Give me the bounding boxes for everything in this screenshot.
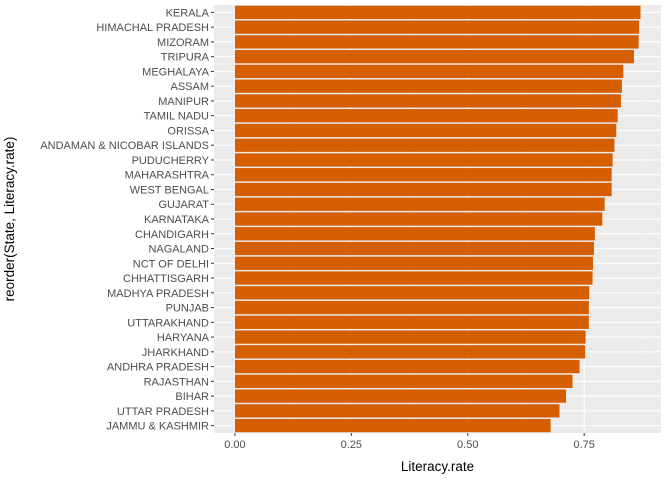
- bar: [234, 153, 613, 167]
- y-tick-label: UTTARAKHAND: [127, 317, 209, 329]
- bar: [234, 212, 603, 226]
- bar: [234, 389, 567, 403]
- bar: [234, 35, 639, 49]
- y-tick-label: HIMACHAL PRADESH: [96, 22, 209, 34]
- bar: [234, 404, 560, 418]
- x-tick-label: 0.50: [457, 439, 478, 451]
- x-tick-label: 0.00: [224, 439, 245, 451]
- bar: [234, 94, 621, 108]
- y-tick-label: TRIPURA: [161, 52, 210, 64]
- bar: [234, 359, 580, 374]
- bar: [234, 241, 594, 256]
- bar: [234, 123, 617, 138]
- y-tick-label: ORISSA: [167, 125, 209, 137]
- y-tick-labels: KERALA HIMACHAL PRADESH MIZORAM TRIPURA MEGH…: [40, 7, 214, 433]
- bar: [234, 300, 589, 315]
- y-tick-label: MADHYA PRADESH: [107, 288, 209, 300]
- y-tick-label: NCT OF DELHI: [133, 258, 209, 270]
- bar: [234, 374, 573, 388]
- bar: [234, 256, 594, 270]
- bar: [234, 64, 624, 79]
- y-tick-label: PUNJAB: [166, 303, 209, 315]
- bar: [234, 418, 551, 433]
- y-tick-label: CHHATTISGARH: [123, 273, 209, 285]
- bar: [234, 109, 618, 123]
- y-tick-label: TAMIL NADU: [144, 111, 209, 123]
- bar: [234, 330, 586, 344]
- y-tick-label: MIZORAM: [157, 37, 209, 49]
- bar: [234, 138, 615, 152]
- y-tick-label: CHANDIGARH: [135, 229, 209, 241]
- x-tick-label: 0.75: [573, 439, 594, 451]
- y-tick-label: ASSAM: [170, 81, 209, 93]
- y-tick-label: HARYANA: [157, 332, 210, 344]
- y-tick-label: RAJASTHAN: [144, 376, 209, 388]
- bar: [234, 345, 586, 359]
- y-tick-label: JHARKHAND: [142, 347, 209, 359]
- x-axis-title: Literacy.rate: [401, 459, 474, 474]
- bar: [234, 5, 641, 20]
- y-tick-label: ANDAMAN & NICOBAR ISLANDS: [40, 140, 209, 152]
- y-tick-label: JAMMU & KASHMIR: [106, 421, 209, 433]
- bar: [234, 79, 622, 93]
- bar: [234, 168, 612, 182]
- y-tick-label: MEGHALAYA: [142, 66, 209, 78]
- x-tick-labels: 0.00 0.25 0.50 0.75: [224, 433, 595, 451]
- y-tick-label: BIHAR: [175, 391, 209, 403]
- y-tick-label: KERALA: [166, 7, 210, 19]
- bar: [234, 50, 634, 64]
- y-tick-label: PUDUCHERRY: [132, 155, 210, 167]
- y-tick-label: KARNATAKA: [144, 214, 210, 226]
- x-tick-label: 0.25: [341, 439, 362, 451]
- bar: [234, 227, 595, 241]
- y-tick-label: GUJARAT: [158, 199, 209, 211]
- y-tick-label: UTTAR PRADESH: [117, 406, 209, 418]
- y-tick-label: NAGALAND: [148, 244, 209, 256]
- bars: [234, 5, 641, 433]
- y-tick-label: MANIPUR: [158, 96, 209, 108]
- bar: [234, 182, 612, 197]
- bar: [234, 20, 640, 34]
- y-axis-title: reorder(State, Literacy.rate): [2, 137, 17, 302]
- bar: [234, 286, 590, 300]
- y-tick-label: ANDHRA PRADESH: [107, 362, 209, 374]
- bar: [234, 315, 589, 329]
- y-tick-label: WEST BENGAL: [130, 184, 209, 196]
- bar: [234, 271, 593, 285]
- y-tick-label: MAHARASHTRA: [125, 170, 210, 182]
- bar: [234, 197, 605, 211]
